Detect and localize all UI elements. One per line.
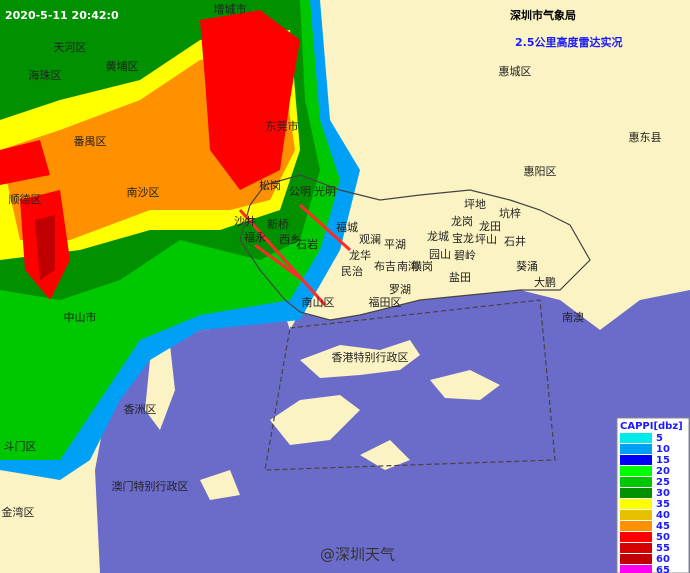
place-label: 惠阳区 (524, 164, 557, 178)
place-label: 南山区 (302, 296, 335, 309)
place-label: 福田区 (369, 295, 402, 309)
legend-swatch (620, 455, 652, 465)
place-label: 罗湖 (389, 283, 411, 296)
place-label: 碧岭 (454, 248, 476, 262)
legend-label: 55 (656, 543, 670, 554)
place-label: 宝龙 (452, 231, 474, 245)
place-label: 增城市 (214, 2, 247, 16)
legend-swatch (620, 543, 652, 553)
radar-echo (0, 0, 360, 480)
place-label: 坪地 (464, 198, 486, 211)
legend-label: 25 (656, 477, 670, 488)
place-label: 盐田 (449, 271, 471, 284)
boundaries (239, 174, 591, 471)
place-label: 坑梓 (499, 206, 521, 220)
legend-title: CAPPI[dbz] (620, 421, 683, 432)
place-label: 海珠区 (29, 68, 62, 82)
place-label: 新桥 (267, 217, 289, 231)
place-label: 葵涌 (516, 260, 538, 273)
place-label: 石岩 (296, 237, 318, 251)
place-label: 金湾区 (2, 505, 35, 519)
legend-swatch (620, 466, 652, 476)
place-label: 福永 (244, 230, 266, 244)
place-label: 黄埔区 (106, 59, 139, 73)
place-label: 南沙区 (127, 186, 160, 199)
legend-swatch (620, 488, 652, 498)
place-label: 坪山 (475, 233, 497, 246)
place-label: 南澳 (562, 311, 584, 324)
place-label: 顺德区 (9, 192, 42, 206)
legend-label: 40 (656, 510, 670, 521)
legend-label: 20 (656, 466, 670, 477)
agency: 深圳市气象局 (510, 8, 576, 22)
timestamp: 2020-5-11 20:42:0 (5, 9, 119, 22)
place-label: 斗门区 (4, 439, 37, 453)
legend-swatch (620, 565, 652, 573)
legend-swatch (620, 444, 652, 454)
place-label: 民治 (341, 264, 363, 278)
legend-label: 30 (656, 488, 670, 499)
place-label: 惠城区 (499, 64, 532, 78)
place-label: 观澜 (359, 232, 381, 246)
place-label: 澳门特别行政区 (112, 479, 189, 493)
legend-label: 15 (656, 455, 670, 466)
place-label: 龙田 (479, 220, 501, 233)
legend-swatch (620, 510, 652, 520)
place-label: 龙岗 (451, 215, 473, 228)
sea (95, 290, 690, 573)
place-label: 园山 (429, 248, 451, 261)
legend-label: 10 (656, 444, 670, 455)
place-label: 香港特别行政区 (332, 350, 409, 364)
place-label: 沙井 (234, 214, 256, 228)
place-label: 福城 (336, 220, 358, 234)
product: 2.5公里高度雷达实况 (515, 35, 623, 49)
legend-swatch (620, 477, 652, 487)
legend-label: 45 (656, 521, 670, 532)
place-label: 西乡 (279, 233, 301, 246)
place-label: 大鹏 (534, 275, 556, 289)
place-label: 龙城 (427, 230, 449, 243)
place-label: 中山市 (64, 310, 97, 324)
legend-label: 60 (656, 554, 670, 565)
place-label: 惠东县 (629, 130, 662, 144)
legend-swatch (620, 554, 652, 564)
place-label: 天河区 (54, 41, 87, 54)
legend-label: 35 (656, 499, 670, 510)
legend-label: 50 (656, 532, 670, 543)
place-label: 光明 (314, 184, 336, 198)
place-label: 南湾 (397, 259, 419, 273)
place-label: 石井 (504, 234, 526, 248)
legend-swatch (620, 433, 652, 443)
legend-swatch (620, 521, 652, 531)
legend-swatch (620, 499, 652, 509)
legend-label: 65 (656, 565, 670, 573)
legend-swatch (620, 532, 652, 542)
place-label: 布吉 (374, 260, 396, 273)
place-label: 番禺区 (74, 135, 107, 148)
place-label: 平湖 (384, 238, 406, 251)
arrows (238, 203, 352, 307)
place-label: 东莞市 (266, 119, 299, 133)
place-label: 松岗 (259, 178, 281, 192)
place-label: 公明 (289, 185, 311, 198)
place-label: 横岗 (411, 259, 433, 273)
islands (0, 340, 500, 545)
watermark: @深圳天气 (320, 546, 395, 564)
place-label: 龙华 (349, 248, 371, 262)
place-label: 香洲区 (124, 403, 157, 416)
legend-label: 5 (656, 433, 663, 444)
